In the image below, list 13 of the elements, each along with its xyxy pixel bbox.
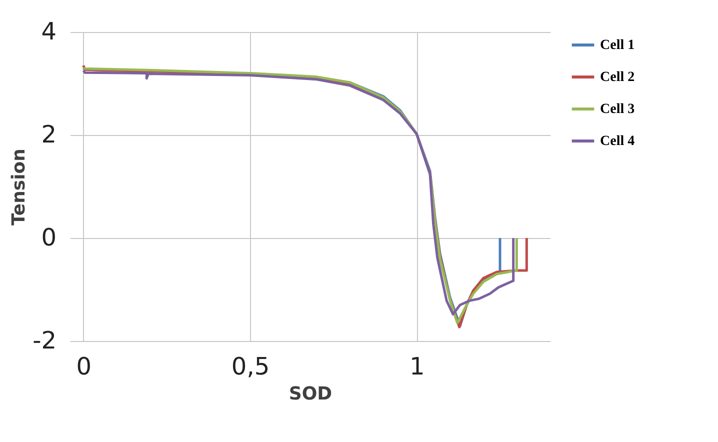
x-axis-title: SOD: [288, 384, 332, 404]
x-tick-label: 1: [410, 352, 425, 380]
y-tick-label: 2: [41, 120, 56, 148]
legend-label: Cell 2: [600, 70, 635, 85]
x-tick-label: 0,5: [231, 352, 270, 380]
y-tick-label: 0: [41, 224, 56, 252]
x-tick-label: 0: [76, 352, 92, 380]
legend-label: Cell 4: [600, 134, 635, 149]
legend-label: Cell 3: [600, 102, 635, 117]
y-axis-title: Tension: [8, 148, 30, 226]
y-tick-label: 4: [41, 18, 56, 46]
legend-label: Cell 1: [600, 38, 635, 53]
y-tick-label: -2: [32, 326, 56, 354]
